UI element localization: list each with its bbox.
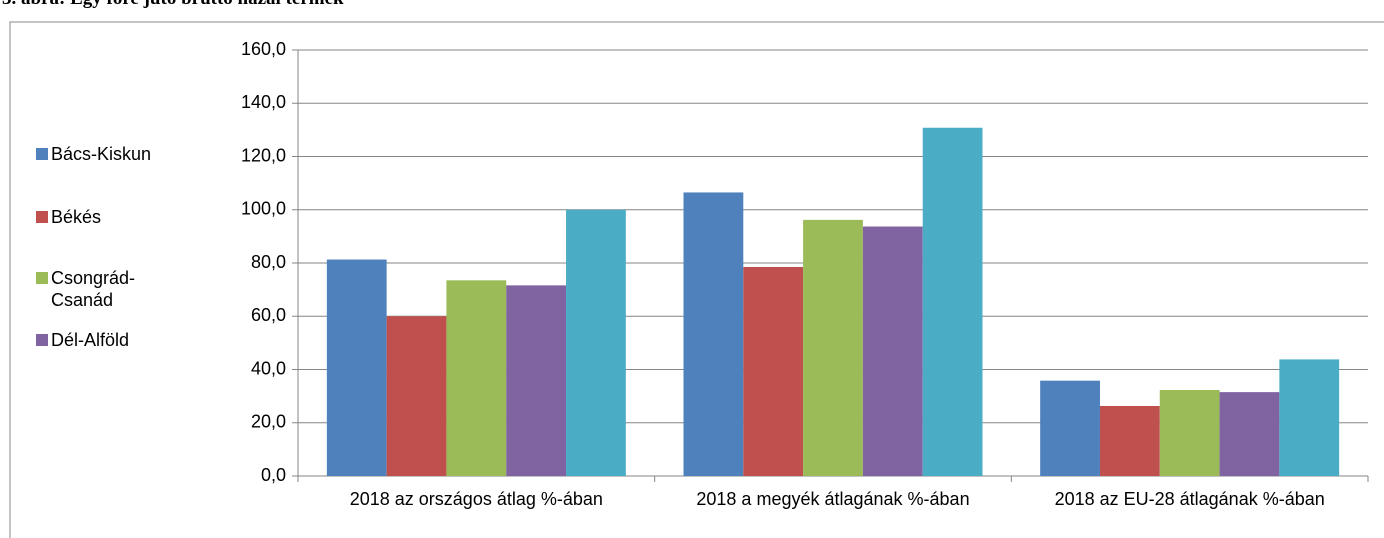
y-tick-label: 120,0 (241, 145, 286, 165)
legend-label: Bács-Kiskun (51, 144, 152, 164)
x-tick-label: 2018 a megyék átlagának %-ában (696, 489, 969, 509)
bar (446, 280, 507, 476)
bar (506, 285, 567, 476)
legend-label: Békés (51, 207, 102, 227)
legend-item: Dél-Alföld (36, 329, 196, 351)
legend-item: Csongrád-Csanád (36, 267, 136, 311)
bar (1099, 405, 1160, 476)
bar (566, 209, 626, 476)
y-tick-label: 0,0 (261, 465, 286, 485)
chart-border (9, 21, 1384, 538)
bar (1159, 390, 1220, 476)
bar (683, 192, 744, 476)
y-tick-label: 160,0 (241, 39, 286, 59)
legend-swatch (36, 148, 48, 160)
legend-item: Békés (36, 206, 196, 228)
y-tick-label: 20,0 (251, 412, 286, 432)
bar (743, 266, 804, 476)
bar (1040, 380, 1100, 476)
bar (326, 259, 387, 476)
legend-label: Csongrád-Csanád (51, 268, 136, 310)
bar (1219, 392, 1280, 476)
legend-swatch (36, 211, 48, 223)
bar (386, 316, 447, 476)
y-tick-label: 100,0 (241, 199, 286, 219)
bar (803, 219, 863, 476)
legend-label: Dél-Alföld (51, 330, 130, 350)
legend-swatch (36, 334, 48, 346)
bar (1279, 359, 1340, 476)
x-tick-label: 2018 az országos átlag %-ában (350, 489, 603, 509)
bar (862, 226, 923, 476)
legend-swatch (36, 272, 48, 284)
chart-title: 3. ábra: Egy főre jutó bruttó hazai term… (2, 0, 344, 10)
x-tick-label: 2018 az EU-28 átlagának %-ában (1055, 489, 1325, 509)
bar (922, 127, 983, 477)
y-tick-label: 140,0 (241, 92, 286, 112)
legend-item: Bács-Kiskun (36, 143, 196, 165)
y-tick-label: 80,0 (251, 252, 286, 272)
y-tick-label: 60,0 (251, 305, 286, 325)
y-tick-label: 40,0 (251, 358, 286, 378)
